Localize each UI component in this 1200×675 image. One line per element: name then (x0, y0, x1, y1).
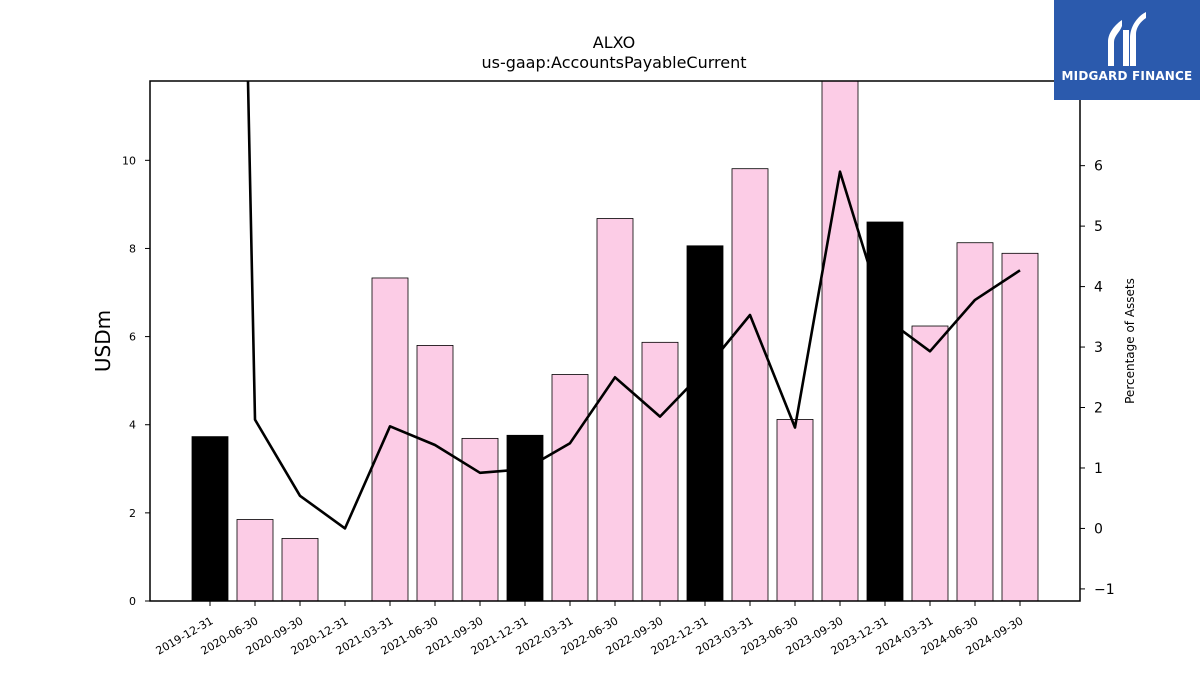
bar-2024-09-30 (1001, 252, 1039, 602)
y2-axis-label: Percentage of Assets (1123, 278, 1137, 404)
line-series (246, 80, 1021, 530)
y2-tick-label: −1 (1094, 582, 1115, 598)
y2-tick-label: 0 (1094, 521, 1103, 537)
bar-2020-09-30 (281, 538, 319, 602)
y-tick-label: 6 (129, 331, 136, 344)
bar-2023-09-30 (821, 80, 859, 602)
y2-tick-label: 6 (1094, 159, 1103, 175)
bar-2021-06-30 (416, 345, 454, 602)
brand-logo: MIDGARD FINANCE (1054, 0, 1200, 100)
bar-2023-12-31 (866, 221, 904, 602)
y-axis-label: USDm (91, 310, 115, 372)
line-path (246, 80, 1021, 530)
y-tick-label: 4 (129, 419, 136, 432)
midgard-logo-icon (1108, 12, 1146, 66)
bar-2022-12-31 (686, 245, 724, 602)
y2-axis: −1 0 1 2 3 4 5 6 (1080, 159, 1115, 598)
chart-title: ALXO (593, 33, 635, 52)
bar-2019-12-31 (191, 436, 229, 602)
y2-tick-label: 4 (1094, 280, 1103, 296)
y2-tick-label: 1 (1094, 461, 1103, 477)
y-tick-label: 8 (129, 242, 136, 255)
bar-2023-03-31 (731, 168, 769, 602)
bar-2022-09-30 (641, 341, 679, 602)
bar-2024-03-31 (911, 325, 949, 602)
y-axis: 0 2 4 6 8 10 (122, 154, 150, 608)
bar-2022-03-31 (551, 374, 589, 602)
bar-2022-06-30 (596, 218, 634, 602)
bar-2024-06-30 (956, 242, 994, 602)
x-axis: 2019-12-312020-06-302020-09-302020-12-31… (154, 601, 1026, 658)
bar-series (191, 80, 1039, 602)
bar-2021-12-31 (506, 434, 544, 602)
y2-tick-label: 2 (1094, 401, 1103, 417)
bar-2021-03-31 (371, 277, 409, 602)
bar-2020-06-30 (236, 519, 274, 602)
logo-text: MIDGARD FINANCE (1061, 69, 1193, 83)
y2-tick-label: 3 (1094, 340, 1103, 356)
y-tick-label: 10 (122, 154, 136, 167)
y-tick-label: 2 (129, 507, 136, 520)
y2-tick-label: 5 (1094, 219, 1103, 235)
y-tick-label: 0 (129, 595, 136, 608)
chart-subtitle: us-gaap:AccountsPayableCurrent (481, 53, 746, 72)
bar-2023-06-30 (776, 419, 814, 602)
bar-2021-09-30 (461, 437, 499, 602)
